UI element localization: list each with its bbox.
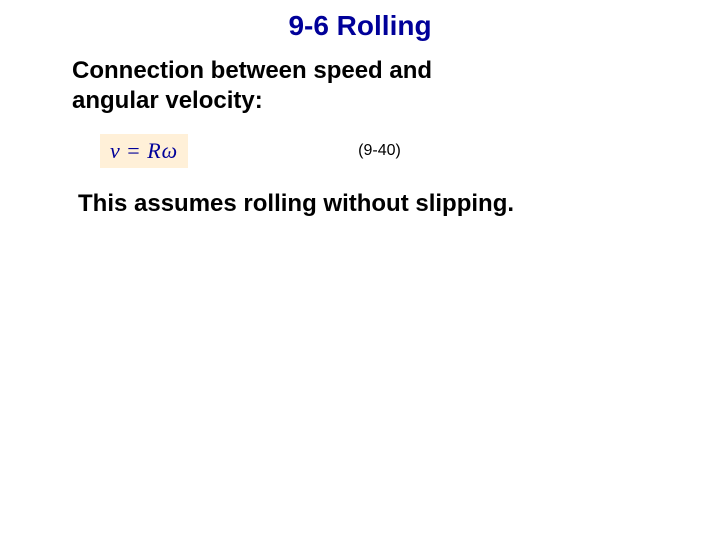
equation-lhs: v <box>110 138 121 163</box>
equation-equals: = <box>121 138 147 163</box>
subtitle-line-2: angular velocity: <box>72 87 263 114</box>
subtitle-line-1: Connection between speed and <box>72 57 432 84</box>
slide-title: 9-6 Rolling <box>0 10 720 42</box>
slide-body-text: This assumes rolling without slipping. <box>0 190 720 218</box>
equation-box: v = Rω <box>100 134 188 168</box>
equation-number: (9-40) <box>188 142 401 160</box>
equation-row: v = Rω (9-40) <box>0 134 720 168</box>
slide-subtitle: Connection between speed and angular vel… <box>0 56 720 116</box>
slide: 9-6 Rolling Connection between speed and… <box>0 0 720 540</box>
equation-rhs: Rω <box>147 138 178 163</box>
